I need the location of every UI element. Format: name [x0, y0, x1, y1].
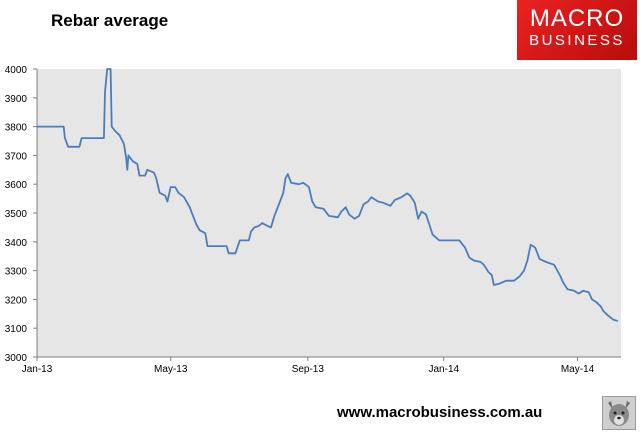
- wolf-icon: [602, 396, 636, 430]
- logo-line-1: MACRO: [529, 5, 625, 32]
- y-tick-label: 3400: [5, 238, 28, 249]
- y-tick-label: 3700: [5, 151, 28, 162]
- chart-title: Rebar average: [51, 11, 169, 30]
- y-tick-label: 3200: [5, 295, 28, 306]
- macrobusiness-logo: MACRO BUSINESS: [517, 0, 637, 60]
- x-tick-label: Jan-14: [429, 364, 460, 375]
- logo-line-2: BUSINESS: [529, 32, 625, 49]
- plot-area: [37, 69, 621, 357]
- y-tick-label: 3300: [5, 267, 28, 278]
- y-tick-label: 4000: [5, 65, 28, 76]
- x-tick-label: May-14: [561, 364, 595, 375]
- y-tick-label: 3800: [5, 123, 28, 134]
- y-tick-label: 3600: [5, 180, 28, 191]
- y-tick-label: 3100: [5, 324, 28, 335]
- y-tick-label: 3500: [5, 209, 28, 220]
- x-tick-label: Jan-13: [22, 364, 53, 375]
- x-tick-label: May-13: [154, 364, 188, 375]
- y-tick-label: 3900: [5, 94, 28, 105]
- x-tick-label: Sep-13: [292, 364, 325, 375]
- y-tick-label: 3000: [5, 353, 28, 364]
- footer-url: www.macrobusiness.com.au: [337, 404, 543, 421]
- series-line-0: [37, 68, 618, 322]
